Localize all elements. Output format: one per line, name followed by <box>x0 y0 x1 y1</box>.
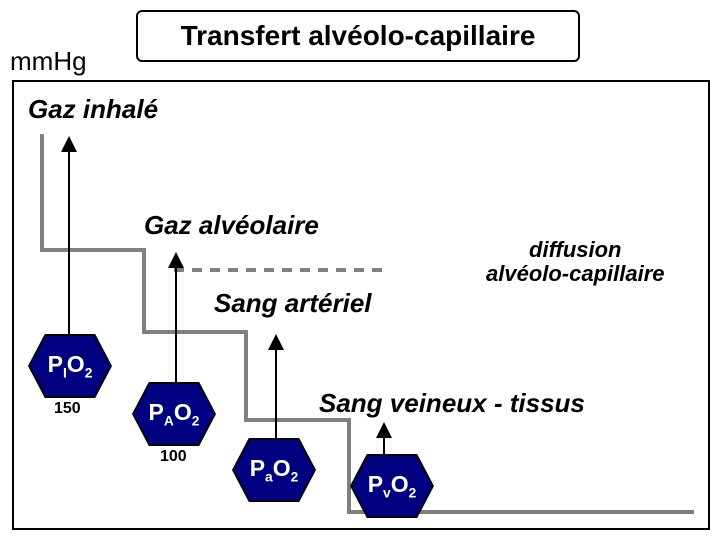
diffusion-line1: diffusion <box>529 237 621 262</box>
pao2cap-text: PAO2 <box>149 399 200 429</box>
unit-label: mmHg <box>10 46 87 77</box>
pio2-value: 150 <box>54 400 81 418</box>
diagram-canvas: Transfert alvéolo-capillaire mmHg Gaz in… <box>0 0 720 540</box>
label-venous: Sang veineux - tissus <box>319 388 585 419</box>
diffusion-label: diffusion alvéolo-capillaire <box>486 238 665 286</box>
label-alveolar: Gaz alvéolaire <box>144 210 319 241</box>
pio2-text: PIO2 <box>48 351 93 381</box>
diffusion-line2: alvéolo-capillaire <box>486 261 665 286</box>
arrows-group <box>69 144 384 502</box>
pao2low-text: PaO2 <box>250 455 299 485</box>
main-panel: Gaz inhalé Gaz alvéolaire Sang artériel … <box>12 80 710 530</box>
title-text: Transfert alvéolo-capillaire <box>181 20 536 52</box>
label-inhale: Gaz inhalé <box>28 94 158 125</box>
label-arterial: Sang artériel <box>214 288 372 319</box>
pvo2-text: PvO2 <box>368 471 417 501</box>
pao2cap-value: 100 <box>160 448 187 466</box>
title-box: Transfert alvéolo-capillaire <box>136 10 580 62</box>
